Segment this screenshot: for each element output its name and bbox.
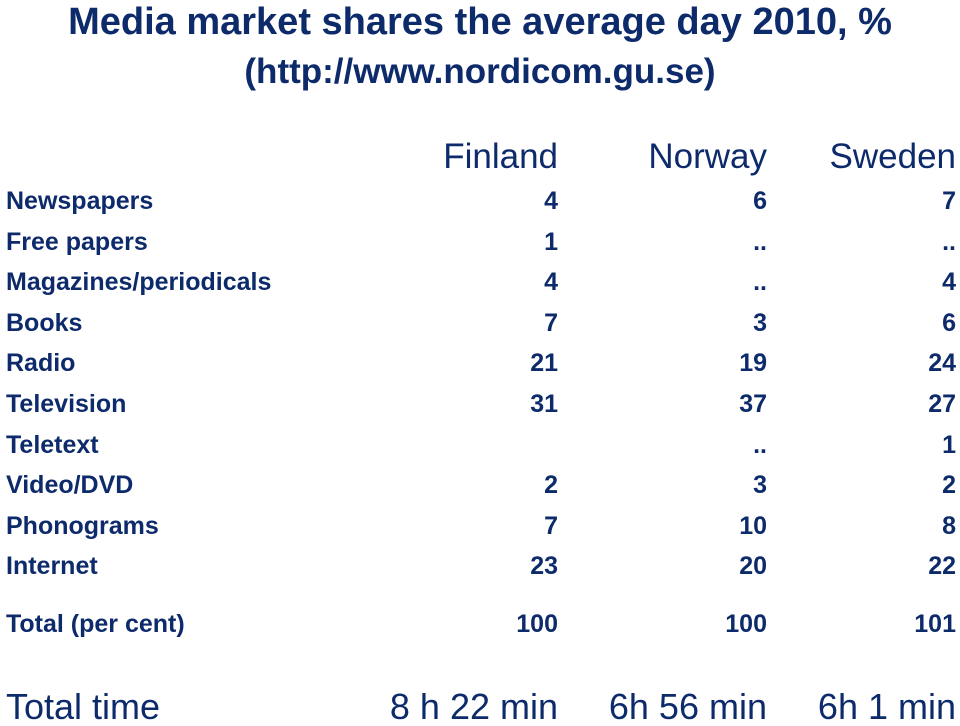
value-finland: 8 h 22 min	[389, 686, 558, 726]
row-label: Television	[6, 390, 127, 418]
value-sweden: 6h 1 min	[817, 686, 956, 726]
row-label: Radio	[6, 349, 76, 377]
value-finland: 100	[516, 610, 558, 638]
table-row: Free papers 1 .. ..	[0, 227, 960, 257]
page-title: Media market shares the average day 2010…	[68, 1, 892, 43]
row-label: Books	[6, 309, 83, 337]
value-finland: 4	[544, 268, 558, 296]
table-row: Teletext .. 1	[0, 430, 960, 460]
table-row: Magazines/periodicals 4 .. 4	[0, 267, 960, 297]
row-label: Newspapers	[6, 187, 154, 215]
value-norway: 37	[739, 390, 767, 418]
value-finland: 1	[544, 228, 558, 256]
value-norway: 3	[753, 471, 767, 499]
value-sweden: 6	[942, 309, 956, 337]
row-label: Free papers	[6, 228, 148, 256]
value-norway: 100	[725, 610, 767, 638]
value-norway: ..	[753, 268, 767, 296]
table-row: Radio 21 19 24	[0, 348, 960, 378]
row-label: Phonograms	[6, 512, 159, 540]
row-label: Teletext	[6, 431, 99, 459]
value-sweden: 22	[928, 552, 956, 580]
column-header-norway: Norway	[648, 137, 767, 176]
table-row: Internet 23 20 22	[0, 551, 960, 581]
table-row: Television 31 37 27	[0, 389, 960, 419]
value-sweden: 1	[942, 431, 956, 459]
value-finland: 7	[544, 512, 558, 540]
total-time-row: Total time 8 h 22 min 6h 56 min 6h 1 min	[0, 684, 960, 726]
value-sweden: 24	[928, 349, 956, 377]
value-sweden: 2	[942, 471, 956, 499]
value-norway: ..	[753, 228, 767, 256]
value-sweden: ..	[942, 228, 956, 256]
value-norway: 6h 56 min	[608, 686, 767, 726]
value-norway: 3	[753, 309, 767, 337]
value-finland: 2	[544, 471, 558, 499]
value-sweden: 4	[942, 268, 956, 296]
value-finland: 23	[530, 552, 558, 580]
table-row: Books 7 3 6	[0, 308, 960, 338]
value-sweden: 101	[914, 610, 956, 638]
value-finland: 21	[530, 349, 558, 377]
value-sweden: 27	[928, 390, 956, 418]
row-label: Internet	[6, 552, 98, 580]
value-sweden: 8	[942, 512, 956, 540]
row-label: Video/DVD	[6, 471, 134, 499]
row-label: Magazines/periodicals	[6, 268, 272, 296]
table-row: Video/DVD 2 3 2	[0, 470, 960, 500]
column-header-sweden: Sweden	[829, 137, 956, 176]
total-percent-row: Total (per cent) 100 100 101	[0, 609, 960, 639]
column-header-finland: Finland	[443, 137, 558, 176]
value-norway: 19	[739, 349, 767, 377]
row-label: Total time	[6, 686, 161, 726]
row-label: Total (per cent)	[6, 610, 185, 638]
value-norway: 20	[739, 552, 767, 580]
source-url: (http://www.nordicom.gu.se)	[244, 52, 716, 91]
value-norway: 10	[739, 512, 767, 540]
value-sweden: 7	[942, 187, 956, 215]
value-norway: ..	[753, 431, 767, 459]
value-finland: 31	[530, 390, 558, 418]
value-finland: 4	[544, 187, 558, 215]
table-row: Newspapers 4 6 7	[0, 186, 960, 216]
table-row: Phonograms 7 10 8	[0, 511, 960, 541]
value-finland: 7	[544, 309, 558, 337]
value-norway: 6	[753, 187, 767, 215]
